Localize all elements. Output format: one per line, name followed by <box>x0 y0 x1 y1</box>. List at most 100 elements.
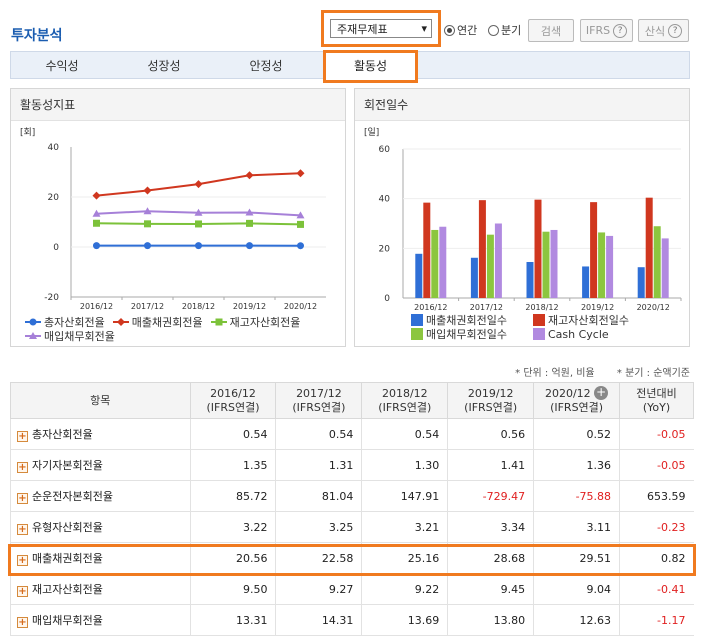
bar <box>478 200 486 298</box>
ifrs-help-button[interactable]: IFRS ? <box>580 19 633 42</box>
data-point <box>246 242 253 250</box>
table-cell: 13.80 <box>447 604 534 636</box>
legend-item[interactable]: 재고자산회전일수 <box>533 313 663 327</box>
legend-item[interactable]: Cash Cycle <box>533 327 663 341</box>
table-cell: 1.41 <box>447 449 534 481</box>
col-header: 2016/12 (IFRS연결) <box>189 382 277 419</box>
tab-activity[interactable]: 활동성 <box>323 50 418 83</box>
legend-label: Cash Cycle <box>548 327 609 341</box>
legend-item[interactable]: 매입채무회전일수 <box>411 327 533 341</box>
expand-icon[interactable]: + <box>17 431 28 442</box>
x-tick-label: 2020/12 <box>637 303 670 312</box>
table-row: + 매입채무회전율 13.31 14.31 13.69 13.80 12.63 -1.17 <box>10 604 694 636</box>
row-label[interactable]: + 매출채권회전율 <box>10 542 191 574</box>
data-point <box>245 171 254 180</box>
bar <box>542 231 550 298</box>
data-point <box>246 219 253 227</box>
x-tick-label: 2018/12 <box>525 303 558 312</box>
expand-icon[interactable]: + <box>17 524 28 535</box>
x-tick-label: 2016/12 <box>80 302 113 311</box>
legend-item[interactable]: 매출채권회전일수 <box>411 313 533 327</box>
expand-icon[interactable]: + <box>17 586 28 597</box>
bar <box>526 261 534 298</box>
legend-swatch <box>533 328 545 340</box>
add-column-icon[interactable]: + <box>594 385 609 400</box>
row-label[interactable]: + 순운전자본회전율 <box>10 480 191 512</box>
statement-select[interactable]: 주재무제표 ▾ <box>330 19 432 38</box>
table-cell: 22.58 <box>275 542 362 574</box>
legend-swatch <box>411 314 423 326</box>
data-point <box>296 169 305 178</box>
question-icon: ? <box>613 23 628 38</box>
table-row: + 매출채권회전율 20.56 22.58 25.16 28.68 29.51 0.82 <box>10 542 694 574</box>
row-label-text: 매입채무회전율 <box>32 614 103 627</box>
bar <box>550 229 558 298</box>
row-label[interactable]: + 재고자산회전율 <box>10 573 191 605</box>
statement-select-value: 주재무제표 <box>337 22 388 36</box>
y-tick-label: -20 <box>44 293 59 303</box>
table-cell: 0.56 <box>447 418 534 450</box>
table-cell: 1.36 <box>533 449 620 481</box>
legend-label: 매출채권회전일수 <box>426 314 507 327</box>
x-tick-label: 2019/12 <box>233 302 266 311</box>
ifrs-label: IFRS <box>585 24 611 37</box>
expand-icon[interactable]: + <box>17 493 28 504</box>
table-cell: 1.31 <box>275 449 362 481</box>
y-tick-label: 0 <box>384 294 390 304</box>
legend-marker <box>210 318 227 326</box>
legend-item[interactable]: 재고자산회전율 <box>210 315 300 329</box>
data-point <box>92 209 101 217</box>
legend-label: 매입채무회전일수 <box>426 328 507 341</box>
row-label[interactable]: + 총자산회전율 <box>10 418 191 450</box>
row-label[interactable]: + 매입채무회전율 <box>10 604 191 636</box>
x-tick-label: 2017/12 <box>470 303 503 312</box>
tab-growth[interactable]: 성장성 <box>147 59 181 73</box>
table-cell: 29.51 <box>533 542 620 574</box>
radio-annual-dot <box>444 24 455 36</box>
table-cell: 3.25 <box>275 511 362 543</box>
bar <box>494 223 502 298</box>
bar <box>431 229 439 298</box>
yoy-cell: -0.05 <box>619 418 694 450</box>
yoy-cell: -0.41 <box>619 573 694 605</box>
legend-item[interactable]: 총자산회전율 <box>25 315 105 329</box>
bar <box>439 226 447 298</box>
radio-annual[interactable]: 연간 <box>444 22 477 38</box>
bar <box>590 202 598 298</box>
radio-quarter[interactable]: 분기 <box>488 22 521 38</box>
legend-item[interactable]: 매입채무회전율 <box>25 329 115 343</box>
expand-icon[interactable]: + <box>17 617 28 628</box>
tab-stability[interactable]: 안정성 <box>249 59 283 73</box>
data-point <box>297 242 304 250</box>
expand-icon[interactable]: + <box>17 462 28 473</box>
x-tick-label: 2016/12 <box>414 303 447 312</box>
table-cell: 1.30 <box>361 449 448 481</box>
bar <box>645 197 653 298</box>
formula-help-button[interactable]: 산식 ? <box>638 19 689 42</box>
col-header: 2018/12 (IFRS연결) <box>361 382 449 419</box>
bar <box>661 238 669 298</box>
table-cell: 13.69 <box>361 604 448 636</box>
legend-item[interactable]: 매출채권회전율 <box>112 315 203 329</box>
yoy-cell: -0.05 <box>619 449 694 481</box>
row-label[interactable]: + 유형자산회전율 <box>10 511 191 543</box>
legend-marker <box>25 332 41 339</box>
table-cell: 20.56 <box>189 542 276 574</box>
table-cell: 3.21 <box>361 511 448 543</box>
section-title: 투자분석 <box>11 28 63 44</box>
expand-icon[interactable]: + <box>17 555 28 566</box>
table-cell: 14.31 <box>275 604 362 636</box>
row-label-text: 순운전자본회전율 <box>32 490 113 503</box>
bar <box>637 267 645 298</box>
data-point <box>92 191 101 200</box>
row-label[interactable]: + 자기자본회전율 <box>10 449 191 481</box>
tab-profitability[interactable]: 수익성 <box>45 59 79 73</box>
search-button[interactable]: 검색 <box>528 19 574 42</box>
legend-swatch <box>411 328 423 340</box>
row-label-text: 총자산회전율 <box>32 428 93 441</box>
right-unit-label: [일] <box>364 127 379 138</box>
table-cell: 0.54 <box>275 418 362 450</box>
yoy-cell: 653.59 <box>619 480 694 512</box>
data-point <box>194 208 203 216</box>
